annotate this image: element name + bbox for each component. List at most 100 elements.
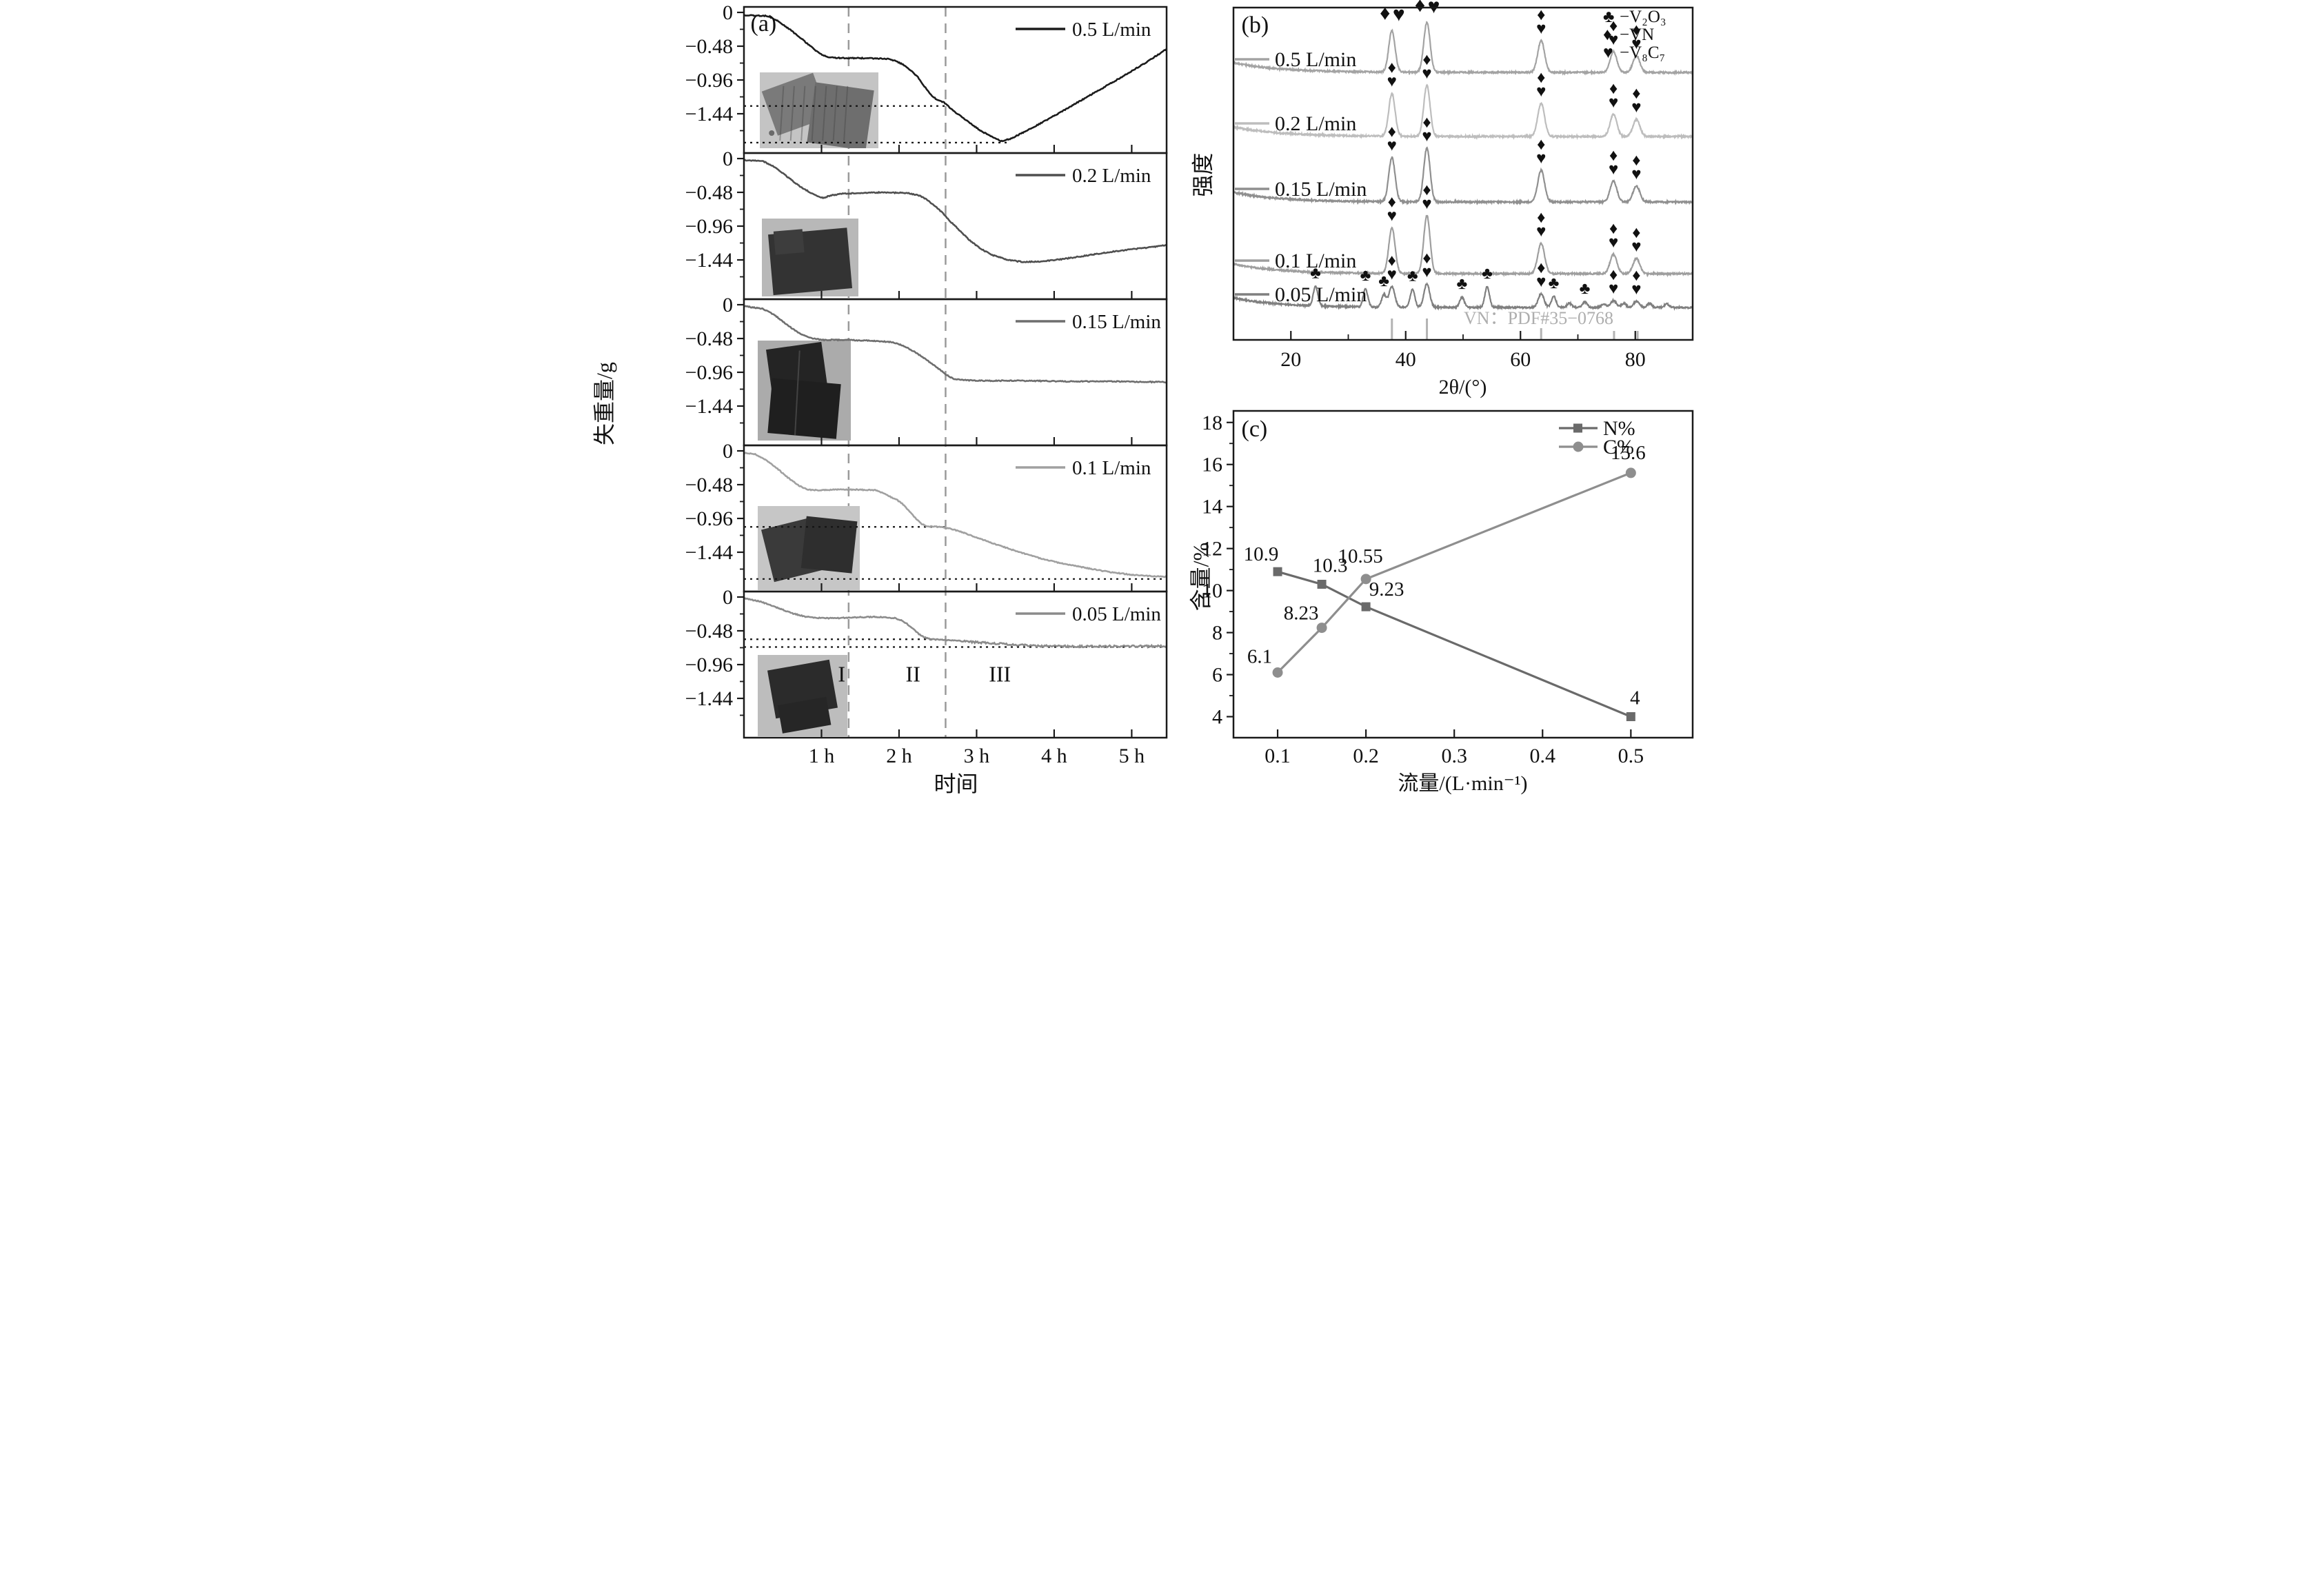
y-tick-label: −0.48 bbox=[685, 327, 732, 350]
panel-b: 0.5 L/min♦ ♥ ♦ ♥ ♦♥ ♦♥♦♥0.2 L/min♦♥♦♥ ♦♥ ♦♥ ♦♥0.… bbox=[1232, 0, 1693, 371]
data-point-label: 10.3 bbox=[1312, 554, 1347, 576]
legend-label: 0.1 L/min bbox=[1072, 457, 1151, 479]
y-tick-label: 0 bbox=[723, 1, 733, 24]
tg-curve-0.2L/min bbox=[743, 159, 1167, 263]
legend-label-C%: C% bbox=[1603, 436, 1634, 458]
polygon bbox=[806, 82, 874, 148]
data-point-circle bbox=[1360, 574, 1371, 585]
v8c7-heart-marker: ♥ bbox=[1608, 280, 1618, 298]
y-tick-label: −0.96 bbox=[685, 507, 732, 530]
panel-c-label: (c) bbox=[1241, 416, 1268, 442]
panel-c-y-tick-label: 12 bbox=[1202, 538, 1222, 560]
panel-b-x-axis-title: 2θ/(°) bbox=[1438, 376, 1487, 398]
panel-c-y-tick-label: 18 bbox=[1202, 412, 1222, 434]
legend-label: 0.05 L/min bbox=[1072, 603, 1161, 625]
polygon bbox=[773, 229, 805, 255]
xrd-0.05L/min: 0.05 L/min♣ ♣ ♣ ♣ ♣♣♣ ♣♦♥♦♥ ♦♥ ♦♥♦♥ bbox=[1232, 250, 1693, 311]
sample-photo-inset bbox=[757, 655, 847, 736]
y-tick-label: −0.96 bbox=[685, 361, 732, 384]
v8c7-heart-marker: ♥ bbox=[1422, 195, 1431, 213]
y-tick-label: 0 bbox=[723, 440, 733, 463]
panel-b-y-axis-title: 强度 bbox=[1189, 152, 1215, 197]
line bbox=[794, 350, 800, 436]
y-tick-label: −1.44 bbox=[685, 541, 732, 564]
v8c7-heart-marker: ♥ bbox=[1536, 150, 1546, 168]
curve-label: 0.15 L/min bbox=[1275, 178, 1367, 201]
polygon bbox=[767, 378, 841, 439]
y-tick-label: −0.48 bbox=[685, 181, 732, 204]
vn-diamond-marker: ♦ bbox=[1537, 6, 1545, 24]
xrd-curve-0.5L/min bbox=[1232, 21, 1693, 77]
data-point-square bbox=[1317, 579, 1327, 589]
legend-square-marker bbox=[1573, 423, 1582, 433]
v8c7-heart-marker: ♥ bbox=[1631, 165, 1641, 183]
figure: 0 −0.48 −0.96 −1.44 0.5 L/min 0 −0.48 −0.96 −1.4… bbox=[576, 0, 1731, 798]
v2o3-club-marker: ♣ bbox=[1378, 272, 1389, 290]
legend-circle-marker bbox=[1573, 441, 1583, 452]
y-tick-label: −0.96 bbox=[685, 215, 732, 238]
xrd-curve-0.05L/min bbox=[1232, 282, 1693, 311]
panel-a: 0 −0.48 −0.96 −1.44 0.5 L/min 0 −0.48 −0.96 −1.4… bbox=[685, 1, 1167, 767]
y-tick-label: −0.96 bbox=[685, 654, 732, 676]
xrd-0.2L/min: 0.2 L/min♦♥♦♥ ♦♥ ♦♥ ♦♥ bbox=[1232, 51, 1693, 141]
vn-diamond-marker: ♦ bbox=[1387, 252, 1396, 270]
panel-b-x-tick-label: 20 bbox=[1280, 348, 1301, 371]
sample-photo-inset bbox=[757, 341, 851, 441]
polygon bbox=[800, 516, 857, 574]
panel-a-x-tick-label: 1 h bbox=[808, 745, 834, 767]
panel-c-y-tick-label: 16 bbox=[1202, 454, 1222, 476]
sample-photo-inset bbox=[757, 506, 860, 590]
v2o3-club-marker: ♣ bbox=[1548, 274, 1559, 292]
vn-diamond-marker: ♦ bbox=[1422, 250, 1431, 267]
v8c7-heart-marker: ♥ bbox=[1427, 0, 1440, 18]
panel-a-x-tick-label: 4 h bbox=[1041, 745, 1067, 767]
vn-diamond-marker: ♦ bbox=[1537, 209, 1545, 227]
xrd-curve-0.2L/min bbox=[1232, 83, 1693, 141]
data-point-square bbox=[1361, 602, 1371, 612]
tg-curve-0.15L/min bbox=[743, 305, 1167, 384]
phase-legend-label-0: −V₂O₃ bbox=[1620, 8, 1666, 26]
y-tick-label: −0.48 bbox=[685, 35, 732, 58]
data-point-square bbox=[1273, 567, 1282, 576]
y-tick-label: −1.44 bbox=[685, 687, 732, 710]
v2o3-club-marker: ♣ bbox=[1407, 267, 1418, 285]
panel-a-label: (a) bbox=[750, 11, 777, 37]
v8c7-heart-marker: ♥ bbox=[1422, 65, 1431, 83]
vn-diamond-marker: ♦ bbox=[1387, 123, 1396, 141]
vn-diamond-marker: ♦ bbox=[1422, 181, 1431, 199]
v8c7-heart-marker: ♥ bbox=[1536, 20, 1546, 38]
v2o3-club-marker: ♣ bbox=[1579, 280, 1590, 298]
sample-photo-inset bbox=[759, 72, 878, 148]
series-line-N% bbox=[1277, 570, 1631, 718]
vn-diamond-marker: ♦ bbox=[1537, 259, 1545, 277]
phase-legend-label-1: −VN bbox=[1620, 26, 1654, 44]
panel-c-x-tick-label: 0.1 bbox=[1265, 745, 1291, 767]
panel-b-x-tick-label: 40 bbox=[1395, 348, 1416, 371]
subplot-0.15L/min: 0 −0.48 −0.96 −1.44 0.15 L/min bbox=[685, 294, 1167, 447]
y-tick-label: 0 bbox=[723, 294, 733, 316]
curve-label: 0.1 L/min bbox=[1275, 250, 1356, 272]
v8c7-heart-marker: ♥ bbox=[1387, 137, 1396, 155]
data-point-label: 4 bbox=[1630, 687, 1640, 709]
stage-region-label-I: I bbox=[838, 662, 845, 687]
line bbox=[789, 85, 795, 141]
panel-c-y-axis-title: 含量/% bbox=[1187, 542, 1213, 612]
vn-diamond-marker: ♦ bbox=[1387, 59, 1396, 77]
vn-diamond-marker: ♦ bbox=[1380, 2, 1390, 25]
y-tick-label: 0 bbox=[723, 148, 733, 170]
data-point-label: 8.23 bbox=[1283, 603, 1318, 625]
figure-canvas: 0 −0.48 −0.96 −1.44 0.5 L/min 0 −0.48 −0.96 −1.4… bbox=[685, 0, 1693, 767]
phase-legend-symbol-2: ♥ bbox=[1603, 43, 1613, 62]
line bbox=[778, 85, 784, 141]
vn-diamond-marker: ♦ bbox=[1537, 136, 1545, 154]
v8c7-heart-marker: ♥ bbox=[1608, 31, 1618, 49]
vn-diamond-marker: ♦ bbox=[1537, 69, 1545, 87]
v8c7-heart-marker: ♥ bbox=[1608, 234, 1618, 252]
stage-region-label-II: II bbox=[905, 662, 920, 687]
vn-diamond-marker: ♦ bbox=[1609, 17, 1617, 35]
panel-c-x-axis-title: 流量/(L·min⁻¹) bbox=[1398, 772, 1528, 795]
data-point-circle bbox=[1625, 467, 1636, 478]
legend-label-N%: N% bbox=[1603, 417, 1635, 440]
v8c7-heart-marker: ♥ bbox=[1422, 263, 1431, 281]
panel-a-x-tick-label: 3 h bbox=[963, 745, 989, 767]
